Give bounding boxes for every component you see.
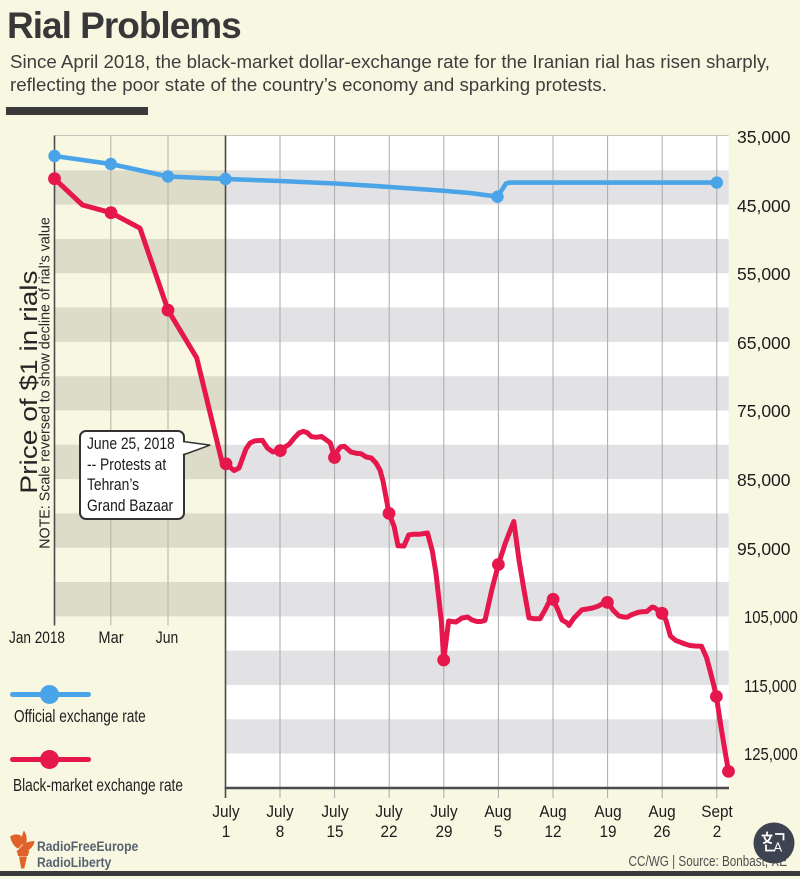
svg-text:A: A — [774, 840, 783, 855]
